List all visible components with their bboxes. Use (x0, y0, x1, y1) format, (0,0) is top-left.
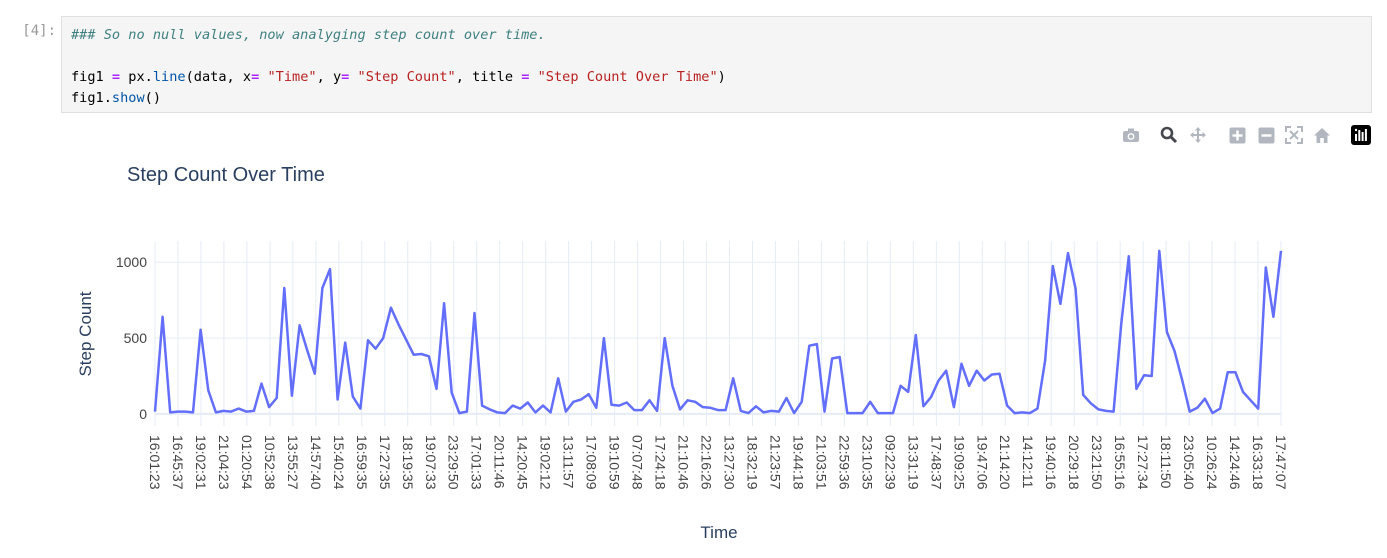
x-tick-label: 01:20:54 (239, 435, 255, 490)
x-tick-label: 18:19:35 (400, 435, 416, 490)
x-tick-label: 23:21:50 (1089, 435, 1105, 490)
x-tick-label: 17:27:35 (377, 435, 393, 490)
x-tick-label: 17:47:07 (1273, 435, 1289, 490)
camera-icon[interactable] (1120, 124, 1142, 146)
code-token: show (111, 90, 145, 106)
y-tick-label: 0 (139, 406, 147, 422)
code-token: px. (120, 69, 153, 85)
x-tick-label: 13:27:30 (721, 435, 737, 490)
plotly-logo-icon[interactable] (1350, 124, 1372, 146)
x-tick-label: 17:24:18 (653, 435, 669, 490)
x-tick-label: 13:31:19 (905, 435, 921, 490)
code-token: = (111, 69, 121, 85)
code-token: fig1. (71, 90, 112, 106)
x-tick-label: 16:55:16 (1112, 435, 1128, 490)
x-tick-label: 20:29:18 (1066, 435, 1082, 490)
y-tick-label: 500 (124, 330, 148, 346)
code-token: "Time" (267, 69, 317, 85)
chart-svg[interactable]: 0 500 1000 16:01:23 16:45:37 19:02:31 21:04:2… (0, 146, 1387, 554)
x-tick-label: 19:09:25 (951, 435, 967, 490)
x-tick-label: 23:05:40 (1181, 435, 1197, 490)
x-tick-label: 13:11:57 (561, 435, 577, 489)
code-token: "Step Count" (357, 69, 456, 85)
x-tick-label: 21:03:51 (813, 435, 829, 490)
x-tick-label: 21:04:23 (216, 435, 232, 490)
x-tick-label: 21:10:46 (676, 435, 692, 490)
code-token: fig1 (71, 69, 112, 85)
x-tick-label: 07:07:48 (630, 435, 646, 490)
x-tick-label: 14:24:46 (1227, 435, 1243, 490)
cell-prompt: [4]: (22, 23, 56, 39)
pan-icon[interactable] (1187, 124, 1209, 146)
x-tick-label: 15:40:24 (331, 435, 347, 490)
code-token: (data, x (185, 69, 252, 85)
x-gridlines (154, 241, 1282, 426)
x-tick-label: 16:45:37 (170, 435, 186, 490)
x-tick-label: 20:11:46 (492, 435, 508, 489)
x-tick-label: 17:48:37 (928, 435, 944, 490)
code-token (349, 69, 357, 85)
x-tick-label: 14:12:11 (1020, 435, 1036, 489)
code-token: = (521, 69, 530, 85)
x-tick-label: 17:01:33 (469, 435, 485, 490)
home-icon[interactable] (1311, 124, 1333, 146)
x-tick-label: 19:47:06 (974, 435, 990, 490)
x-tick-label: 13:55:27 (285, 435, 301, 490)
x-tick-label: 19:10:59 (607, 435, 623, 490)
x-tick-label: 22:59:36 (836, 435, 852, 490)
x-tick-label: 22:16:26 (699, 435, 715, 490)
x-tick-label: 14:57:40 (308, 435, 324, 490)
x-tick-labels: 16:01:23 16:45:37 19:02:31 21:04:23 01:20:54… (147, 435, 1289, 490)
code-line: ### So no null values, now analyging ste… (71, 25, 1362, 46)
x-tick-label: 21:23:57 (767, 435, 783, 490)
x-tick-label: 19:44:18 (790, 435, 806, 490)
x-tick-label: 19:02:31 (193, 435, 209, 490)
x-tick-label: 19:07:33 (423, 435, 439, 490)
code-line: fig1 = px.line(data, x= "Time", y= "Step… (71, 67, 1362, 88)
y-gridlines (155, 261, 1281, 415)
code-token: , title (455, 69, 522, 85)
code-token (529, 69, 537, 85)
code-token: ### So no null values, now analyging ste… (71, 27, 546, 43)
x-tick-label: 16:33:18 (1250, 435, 1266, 490)
x-tick-label: 23:10:35 (859, 435, 875, 490)
previous-output-mark (119, 0, 127, 3)
zoom-icon[interactable] (1158, 124, 1180, 146)
y-axis-title: Step Count (76, 291, 95, 376)
plotly-chart[interactable]: 0 500 1000 16:01:23 16:45:37 19:02:31 21:04:2… (0, 146, 1387, 554)
x-tick-label: 19:40:16 (1043, 435, 1059, 490)
x-tick-label: 19:02:12 (538, 435, 554, 490)
x-axis-title: Time (700, 523, 737, 542)
code-token: = (341, 69, 350, 85)
code-token: , y (316, 69, 342, 85)
code-token: ) (717, 69, 726, 85)
y-tick-labels: 0 500 1000 (116, 254, 147, 422)
autoscale-icon[interactable] (1283, 124, 1305, 146)
code-token: () (144, 90, 162, 106)
x-tick-label: 21:14:20 (997, 435, 1013, 490)
y-tick-label: 1000 (116, 254, 147, 270)
x-tick-label: 17:08:09 (584, 435, 600, 490)
zoom-in-icon[interactable] (1226, 124, 1248, 146)
code-token: line (152, 69, 186, 85)
code-line: fig1.show() (71, 88, 1362, 109)
code-cell[interactable]: ### So no null values, now analyging ste… (61, 16, 1372, 113)
x-tick-label: 09:22:39 (882, 435, 898, 490)
chart-title: Step Count Over Time (127, 164, 325, 186)
zoom-out-icon[interactable] (1255, 124, 1277, 146)
code-editor[interactable]: ### So no null values, now analyging ste… (71, 25, 1362, 109)
code-line (71, 46, 1362, 67)
code-token: = (251, 69, 260, 85)
x-tick-label: 10:52:38 (262, 435, 278, 490)
x-tick-label: 18:11:50 (1158, 435, 1174, 489)
x-tick-label: 17:27:34 (1135, 435, 1151, 490)
x-tick-label: 14:20:45 (515, 435, 531, 490)
x-tick-label: 18:32:19 (744, 435, 760, 490)
x-tick-label: 10:26:24 (1204, 435, 1220, 490)
code-token: "Step Count Over Time" (537, 69, 718, 85)
x-tick-label: 16:59:35 (354, 435, 370, 490)
x-tick-label: 16:01:23 (147, 435, 163, 490)
step-count-line[interactable] (153, 249, 1283, 415)
x-tick-label: 23:29:50 (446, 435, 462, 490)
